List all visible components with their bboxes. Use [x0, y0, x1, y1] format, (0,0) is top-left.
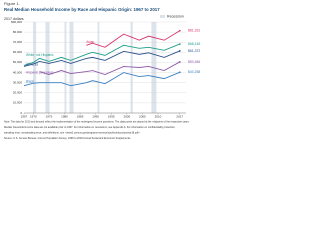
x-tick-label: 2000 — [123, 114, 130, 118]
x-tick-label: 1985 — [77, 114, 84, 118]
x-tick-label: 1990 — [92, 114, 99, 118]
footnote: sampling error, nonsampling error, and d… — [4, 132, 141, 135]
y-tick-label: 0 — [20, 111, 22, 115]
y-tick-label: 50,000 — [13, 60, 23, 64]
y-tick-label: 10,000 — [13, 101, 23, 105]
end-label: $50,486 — [188, 60, 200, 64]
y-tick-label: 60,000 — [13, 50, 23, 54]
y-tick-label: $90,000 — [11, 20, 22, 24]
y-tick-label: 30,000 — [13, 80, 23, 84]
series-label: All races — [26, 62, 39, 66]
series-label: Black — [26, 79, 34, 83]
chart: Figure 1. Real Median Household Income b… — [4, 1, 200, 140]
end-point — [178, 43, 181, 45]
recession-key — [160, 15, 165, 18]
series-line — [23, 71, 180, 87]
x-tick-label: 2005 — [139, 114, 146, 118]
footnote: Source: U.S. Census Bureau, Current Popu… — [4, 137, 131, 140]
recession-band — [97, 22, 100, 113]
series-line — [86, 30, 181, 48]
x-tick-label: 1967 — [21, 114, 28, 118]
end-label: $81,331 — [188, 29, 200, 33]
end-label: $61,372 — [188, 49, 200, 53]
series-label: White, not Hispanic — [26, 53, 54, 57]
series-line — [23, 50, 180, 67]
y-tick-label: 20,000 — [13, 91, 23, 95]
x-tick-label: 2017 — [176, 114, 183, 118]
x-tick-label: 1980 — [61, 114, 68, 118]
footnote: Median household income data are not ava… — [4, 126, 176, 129]
chart-title: Real Median Household Income by Race and… — [4, 7, 160, 12]
end-point — [178, 61, 181, 63]
recession-band — [130, 22, 133, 113]
recession-band — [64, 22, 67, 113]
end-label: $68,145 — [188, 42, 200, 46]
end-point — [178, 50, 181, 52]
recession-band — [69, 22, 74, 113]
series-label: Hispanic (any race) — [26, 70, 53, 74]
series-line — [39, 61, 180, 76]
end-point — [178, 29, 181, 32]
x-tick-label: 2010 — [155, 114, 162, 118]
end-label: $40,258 — [188, 70, 200, 74]
y-axis-label: 2017 dollars — [4, 17, 24, 21]
x-tick-label: 1970 — [30, 114, 37, 118]
recession-band — [45, 22, 50, 113]
recession-label: Recession — [167, 15, 184, 19]
y-tick-label: 40,000 — [13, 70, 23, 74]
recession-band — [33, 22, 37, 113]
series-line — [23, 43, 180, 66]
x-tick-label: 1975 — [46, 114, 53, 118]
series-label: Asian — [86, 40, 94, 44]
y-tick-label: 70,000 — [13, 40, 23, 44]
x-tick-label: 1995 — [108, 114, 115, 118]
end-point — [178, 71, 181, 74]
figure-label: Figure 1. — [4, 1, 20, 6]
y-tick-label: 80,000 — [13, 30, 23, 34]
footnote: Note: The data for 2013 and beyond refle… — [4, 121, 190, 124]
